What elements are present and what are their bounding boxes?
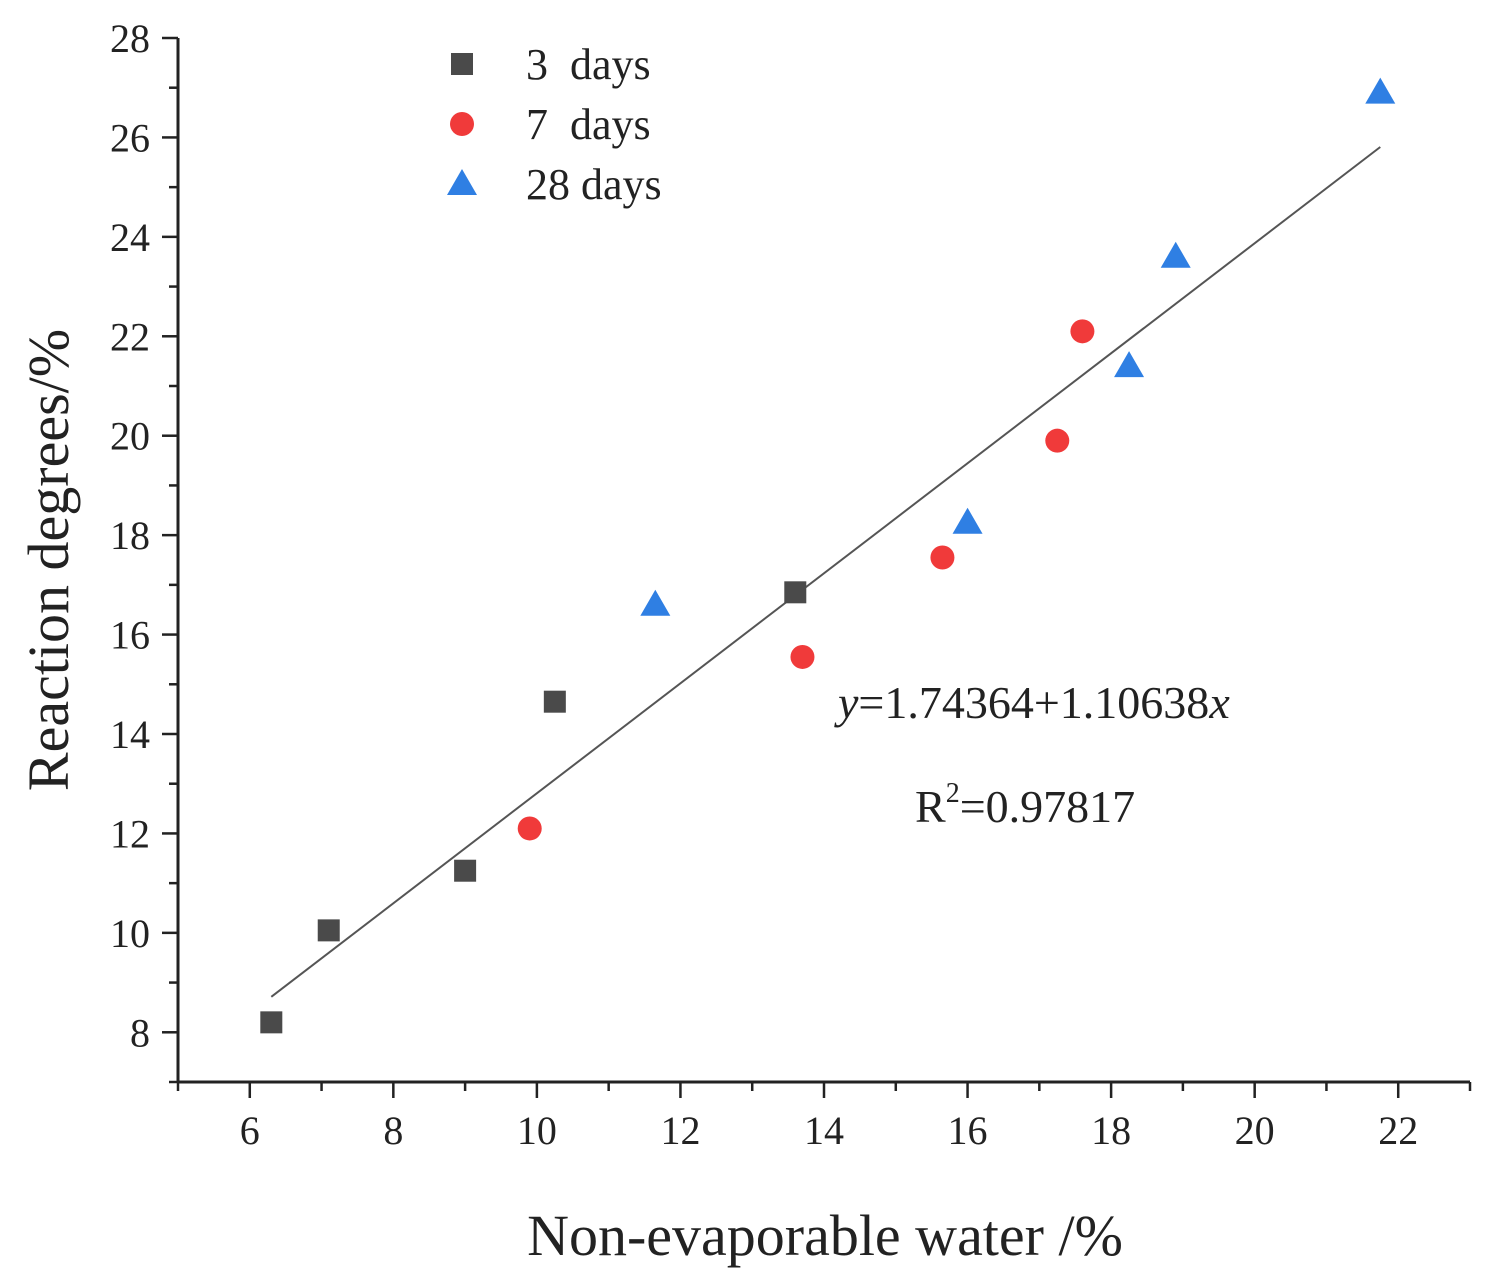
x-tick-label: 10 bbox=[517, 1108, 557, 1153]
r-squared: R2=0.97817 bbox=[915, 778, 1135, 832]
y-axis-title: Reaction degrees/% bbox=[16, 329, 81, 791]
data-point bbox=[1070, 319, 1095, 344]
data-point bbox=[790, 644, 815, 669]
x-tick-label: 8 bbox=[383, 1108, 403, 1153]
y-tick-label: 16 bbox=[110, 613, 150, 658]
y-axis-ticks: 8 10 12 14 16 18 20 22 24 26 28 bbox=[110, 16, 178, 1084]
legend-label: 7 days bbox=[526, 100, 651, 149]
data-point bbox=[454, 859, 477, 882]
y-tick-label: 28 bbox=[110, 16, 150, 61]
data-point bbox=[1045, 428, 1070, 453]
legend-label: 3 days bbox=[526, 40, 651, 89]
fit-equation: y=1.74364+1.10638x bbox=[834, 677, 1230, 728]
x-tick-label: 20 bbox=[1235, 1108, 1275, 1153]
legend-marker bbox=[450, 112, 474, 136]
data-point bbox=[784, 581, 807, 604]
x-tick-label: 18 bbox=[1091, 1108, 1131, 1153]
data-point bbox=[543, 690, 566, 713]
data-point bbox=[260, 1011, 283, 1034]
data-point bbox=[517, 816, 542, 841]
x-tick-label: 12 bbox=[660, 1108, 700, 1153]
y-tick-label: 8 bbox=[130, 1010, 150, 1055]
y-tick-label: 20 bbox=[110, 414, 150, 459]
y-tick-label: 12 bbox=[110, 811, 150, 856]
x-tick-label: 14 bbox=[804, 1108, 844, 1153]
legend-label: 28 days bbox=[526, 160, 662, 209]
data-point bbox=[640, 589, 671, 616]
data-point bbox=[1160, 241, 1191, 268]
data-point bbox=[317, 919, 340, 942]
data-point bbox=[952, 507, 983, 534]
data-points bbox=[260, 77, 1396, 1034]
y-tick-label: 10 bbox=[110, 911, 150, 956]
y-tick-label: 22 bbox=[110, 314, 150, 359]
x-tick-label: 16 bbox=[948, 1108, 988, 1153]
y-tick-label: 18 bbox=[110, 513, 150, 558]
x-axis-title: Non-evaporable water /% bbox=[527, 1203, 1123, 1268]
y-tick-label: 14 bbox=[110, 712, 150, 757]
linear-fit-line bbox=[270, 146, 1381, 998]
legend: 3 days 7 days 28 days bbox=[447, 40, 662, 209]
data-point bbox=[930, 545, 955, 570]
x-tick-label: 22 bbox=[1378, 1108, 1418, 1153]
axes bbox=[176, 38, 1470, 1084]
legend-marker bbox=[451, 53, 473, 75]
x-tick-label: 6 bbox=[240, 1108, 260, 1153]
y-tick-label: 24 bbox=[110, 215, 150, 260]
y-tick-label: 26 bbox=[110, 115, 150, 160]
data-point bbox=[1114, 351, 1145, 378]
data-point bbox=[1365, 77, 1396, 104]
x-axis-ticks: 6 8 10 12 14 16 18 20 22 bbox=[176, 1082, 1472, 1153]
legend-marker bbox=[447, 169, 477, 195]
